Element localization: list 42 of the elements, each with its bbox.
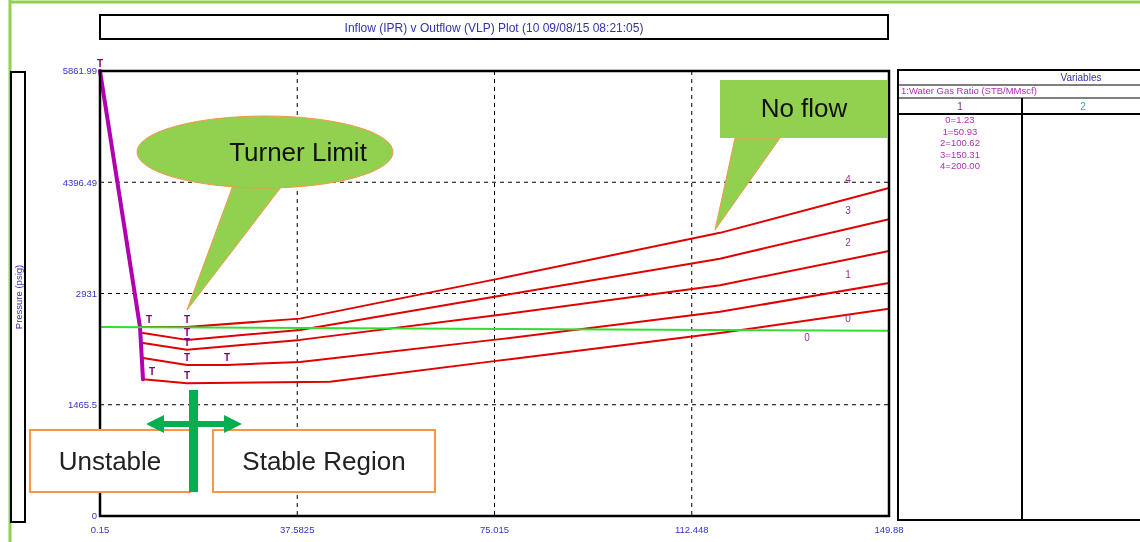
annotation: 4 — [845, 174, 852, 185]
annotation: T — [183, 326, 191, 338]
annotation: T — [183, 313, 191, 325]
annotation: 3 — [845, 205, 852, 216]
annotation: T — [145, 313, 153, 325]
annotation: 0 — [845, 313, 852, 324]
annotation: No flow — [760, 93, 848, 123]
line-series — [142, 281, 890, 366]
x-tick-label: 37.5825 — [280, 524, 315, 535]
line-series — [142, 307, 890, 385]
chart-title: Inflow (IPR) v Outflow (VLP) Plot (10 09/08/15 08:21:05) — [344, 20, 644, 35]
annotation: T — [223, 351, 231, 363]
x-tick-label: 75.015 — [479, 524, 510, 535]
annotation: 1 — [845, 269, 852, 280]
annotation: Unstable — [58, 446, 162, 476]
y-tick-label: 2931 — [75, 287, 97, 299]
annotation: T — [96, 58, 104, 69]
y-tick-label: 5861.99 — [62, 65, 97, 77]
text: 0=1.23 — [945, 114, 975, 125]
annotation: Turner Limit — [229, 137, 368, 167]
y-axis-title: Pressure (psig) — [12, 264, 24, 330]
annotation: 0 — [804, 332, 811, 343]
annotation: Stable Region — [242, 446, 406, 476]
line-series — [142, 250, 890, 351]
text: 1:Water Gas Ratio (STB/MMscf) — [901, 85, 1037, 96]
x-tick-label: 112.448 — [674, 524, 709, 535]
y-tick-label: 4396.49 — [62, 176, 97, 188]
text: 3=150.31 — [940, 148, 980, 160]
annotation: T — [148, 366, 156, 378]
text: 4=200.00 — [940, 160, 980, 171]
y-tick-label: 1465.5 — [67, 399, 97, 411]
text: 1=50.93 — [942, 125, 978, 137]
annotation: 2 — [845, 237, 852, 248]
text: 1 — [957, 101, 964, 112]
x-tick-label: 0.15 — [90, 524, 110, 535]
text: Variables — [1060, 72, 1102, 83]
text: 2 — [1080, 101, 1087, 112]
y-tick-label: 0 — [91, 510, 97, 522]
annotation: T — [183, 351, 191, 363]
annotation: T — [183, 370, 191, 382]
x-tick-label: 149.88 — [874, 524, 904, 535]
text: 2=100.62 — [940, 137, 980, 148]
